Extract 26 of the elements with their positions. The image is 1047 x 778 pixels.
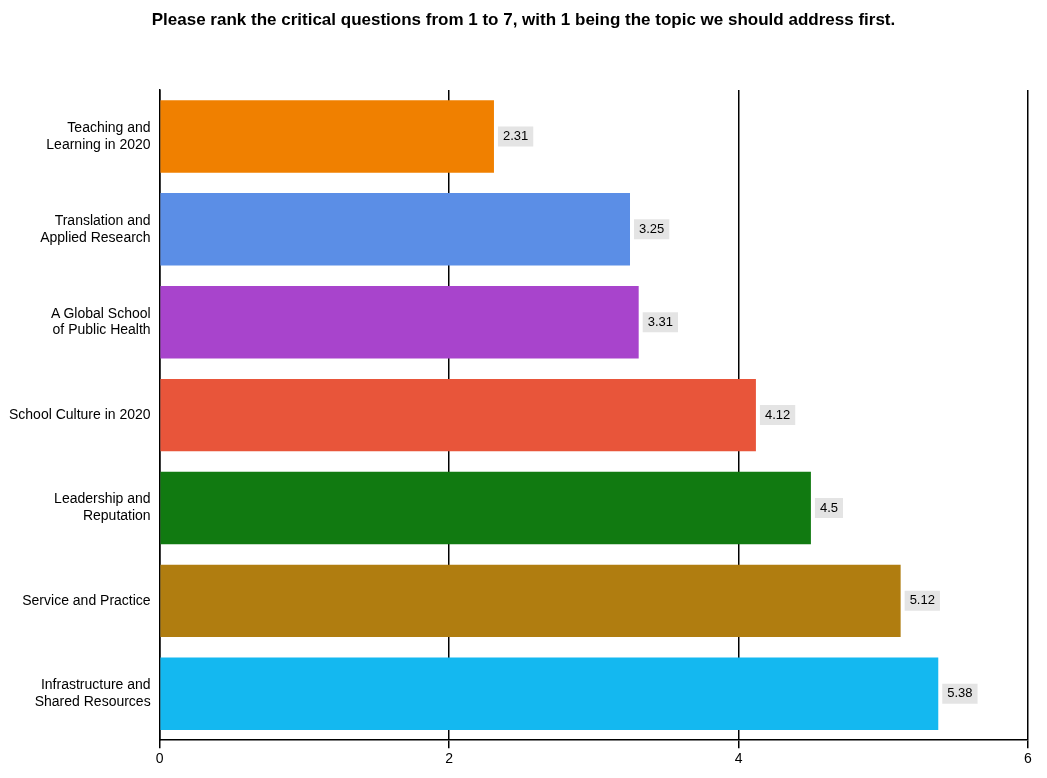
- y-tick-label: School Culture in 2020: [8, 405, 151, 422]
- data-label: 3.25: [639, 220, 665, 236]
- x-tick-label: 0: [155, 750, 164, 767]
- bar: [160, 285, 639, 359]
- y-tick-label: Translation and Applied Research: [40, 211, 151, 245]
- y-tick-label: A Global School of Public Health: [51, 304, 151, 338]
- bar: [160, 471, 811, 545]
- data-label: 3.31: [647, 313, 673, 329]
- chart-title: Please rank the critical questions from 1 to 7, with 1 being the topic we should address first.: [150, 10, 897, 31]
- bar: [160, 657, 939, 730]
- x-tick-label: 2: [445, 750, 454, 767]
- x-tick-label: 4: [734, 750, 743, 767]
- x-tick-label: 6: [1024, 750, 1033, 767]
- y-tick-label: Infrastructure and Shared Resources: [34, 676, 151, 710]
- data-label: 5.38: [947, 685, 973, 701]
- bar: [160, 193, 631, 266]
- data-label: 2.31: [502, 128, 529, 144]
- bar: [160, 378, 756, 452]
- y-tick-label: Teaching and Learning in 2020: [46, 118, 151, 152]
- y-tick-label: Service and Practice: [22, 591, 151, 608]
- data-label: 4.5: [819, 499, 838, 515]
- data-label: 4.12: [764, 406, 791, 422]
- bar: [160, 100, 494, 173]
- y-tick-label: Leadership and Reputation: [54, 490, 151, 524]
- bar: [160, 564, 901, 638]
- data-label: 5.12: [909, 592, 935, 608]
